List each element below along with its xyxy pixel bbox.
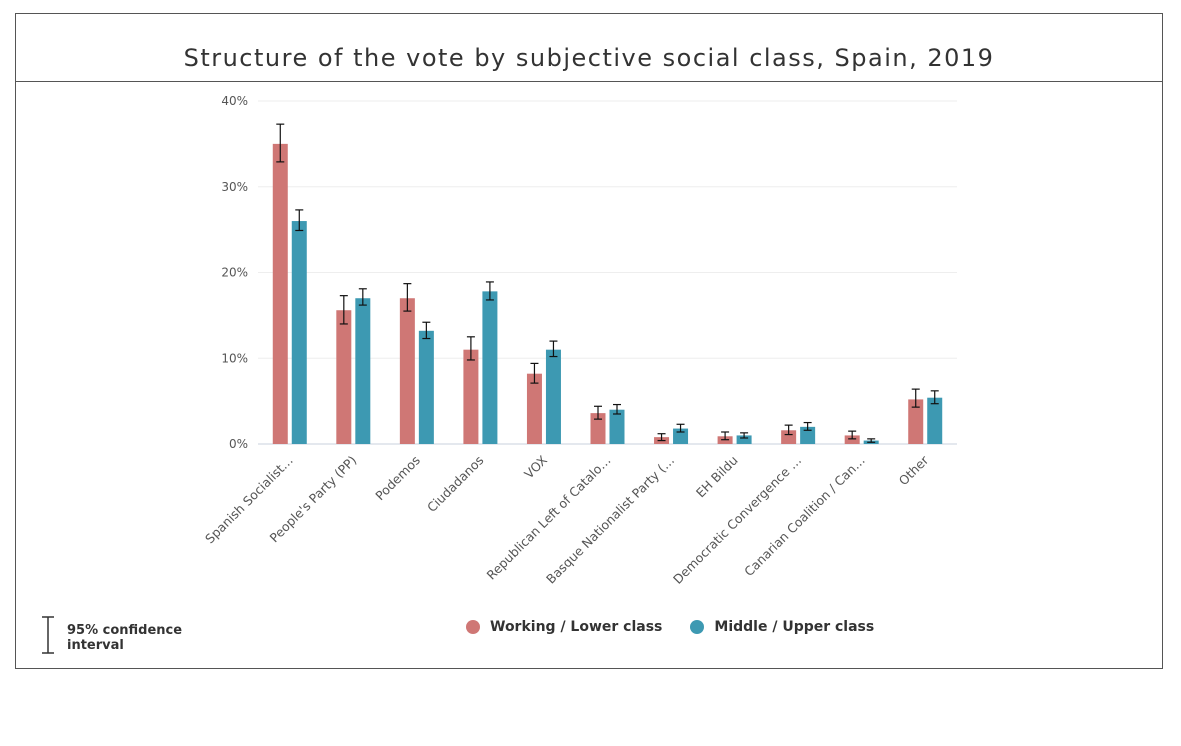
bar	[336, 310, 352, 444]
y-tick-label: 10%	[221, 351, 248, 365]
legend-label-working: Working / Lower class	[490, 619, 663, 635]
bar	[418, 330, 434, 444]
bar	[463, 349, 479, 444]
x-tick-label: Canarian Coalition / Can…	[741, 453, 868, 580]
bar	[736, 435, 752, 444]
bar	[355, 298, 371, 444]
x-tick-label: Democratic Convergence …	[670, 453, 804, 587]
x-tick-label: Republican Left of Catalo…	[483, 453, 613, 583]
error-bar-icon	[42, 616, 54, 654]
confidence-interval-note: 95% confidence interval	[38, 616, 238, 656]
y-tick-label: 0%	[229, 437, 248, 451]
x-tick-label: Podemos	[372, 453, 423, 504]
bar	[482, 291, 498, 444]
legend-item-working[interactable]: Working / Lower class	[466, 619, 662, 635]
bar	[545, 349, 561, 444]
legend-swatch-middle	[690, 620, 705, 634]
bar	[908, 399, 924, 444]
x-tick-label: Other	[896, 452, 932, 488]
y-tick-label: 40%	[221, 94, 248, 108]
bar	[609, 409, 625, 444]
x-tick-label: VOX	[521, 452, 550, 481]
x-tick-label: Basque Nationalist Party (…	[543, 453, 677, 587]
legend-item-middle[interactable]: Middle / Upper class	[690, 619, 874, 635]
bar	[927, 397, 943, 444]
y-tick-label: 20%	[221, 266, 248, 280]
bar	[272, 143, 288, 444]
bar	[399, 298, 415, 444]
x-tick-label: EH Bildu	[693, 453, 741, 501]
legend: Working / Lower class Middle / Upper cla…	[466, 619, 902, 635]
legend-label-middle: Middle / Upper class	[714, 619, 875, 635]
confidence-interval-label: 95% confidence interval	[67, 623, 183, 653]
x-tick-label: Ciudadanos	[424, 453, 487, 516]
bar	[526, 373, 542, 444]
bar	[291, 221, 307, 444]
y-tick-label: 30%	[221, 180, 248, 194]
bar	[590, 413, 606, 444]
bar	[844, 435, 860, 444]
bar	[781, 430, 797, 444]
bar	[800, 426, 816, 444]
chart-frame: Structure of the vote by subjective soci…	[15, 13, 1163, 669]
chart-title: Structure of the vote by subjective soci…	[183, 44, 995, 72]
title-bar: Structure of the vote by subjective soci…	[16, 14, 1162, 82]
legend-swatch-working	[466, 620, 480, 634]
